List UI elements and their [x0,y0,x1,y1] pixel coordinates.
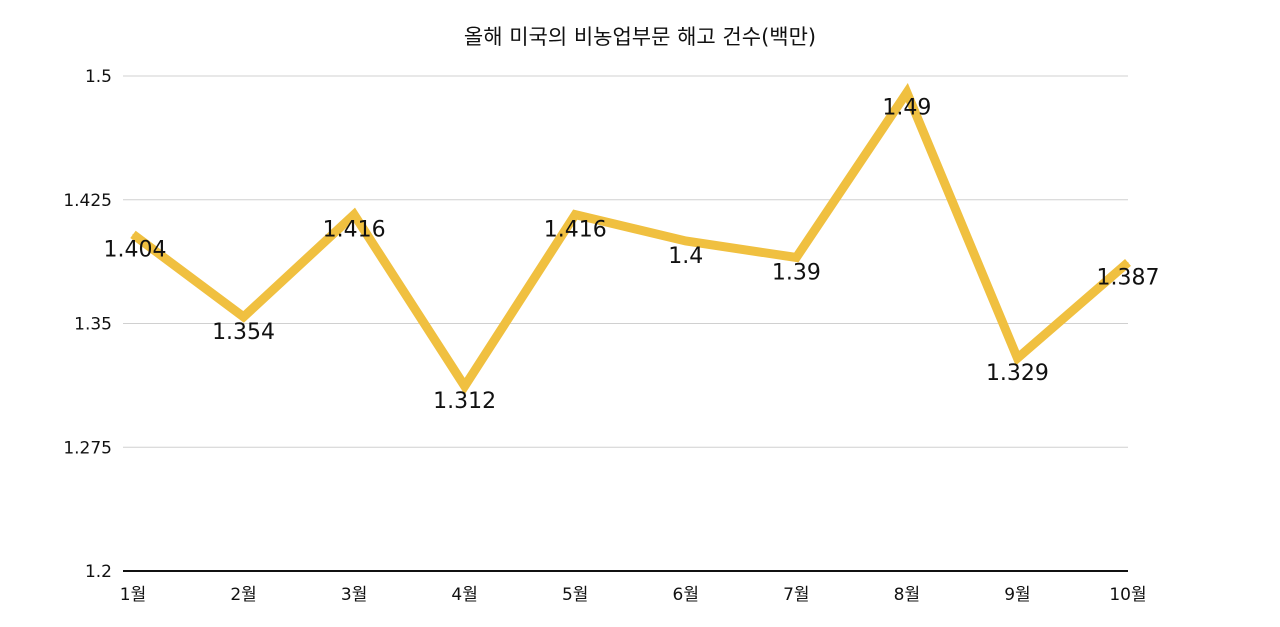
data-point [795,257,797,258]
series [130,83,1131,395]
series-line [130,83,1131,395]
x-tick-label: 6월 [673,585,699,605]
data-point [464,385,466,387]
data-label: 1.416 [544,218,607,243]
x-axis-ticks: 1월 2월 3월 4월 5월 6월 7월 8월 9월 10월 [120,585,1147,605]
y-tick-label: 1.5 [85,67,112,87]
data-point [243,316,245,318]
x-tick-label: 10월 [1109,585,1146,605]
x-tick-label: 2월 [230,585,256,605]
data-point [353,214,355,216]
y-tick-label: 1.425 [63,191,112,211]
chart-title: 올해 미국의 비농업부문 해고 건수(백만) [464,25,816,49]
data-label: 1.312 [433,389,496,414]
x-tick-label: 5월 [562,585,588,605]
x-tick-label: 7월 [783,585,809,605]
x-tick-label: 1월 [120,585,146,605]
data-point [685,240,687,242]
x-tick-label: 3월 [341,585,367,605]
data-label: 1.404 [104,237,167,262]
data-label: 1.416 [323,218,386,243]
x-tick-label: 4월 [451,585,477,605]
data-label: 1.49 [882,96,931,121]
y-axis-ticks: 1.2 1.275 1.35 1.425 1.5 [63,67,112,582]
data-label: 1.4 [668,244,703,269]
y-tick-label: 1.275 [63,438,112,458]
data-point [574,214,576,216]
data-label: 1.329 [986,361,1049,386]
data-point [132,233,134,235]
y-tick-label: 1.2 [85,562,112,582]
data-labels: 1.404 1.354 1.416 1.312 1.416 1.4 1.39 1.49 1.32… [104,96,1160,415]
data-point [1127,261,1129,263]
data-label: 1.39 [772,261,821,286]
x-tick-label: 8월 [894,585,920,605]
data-point [906,92,908,93]
grid-lines [123,75,1128,572]
data-label: 1.387 [1097,265,1160,290]
x-tick-label: 9월 [1004,585,1030,605]
data-point [1016,357,1018,359]
data-label: 1.354 [212,320,275,345]
y-tick-label: 1.35 [74,315,112,335]
